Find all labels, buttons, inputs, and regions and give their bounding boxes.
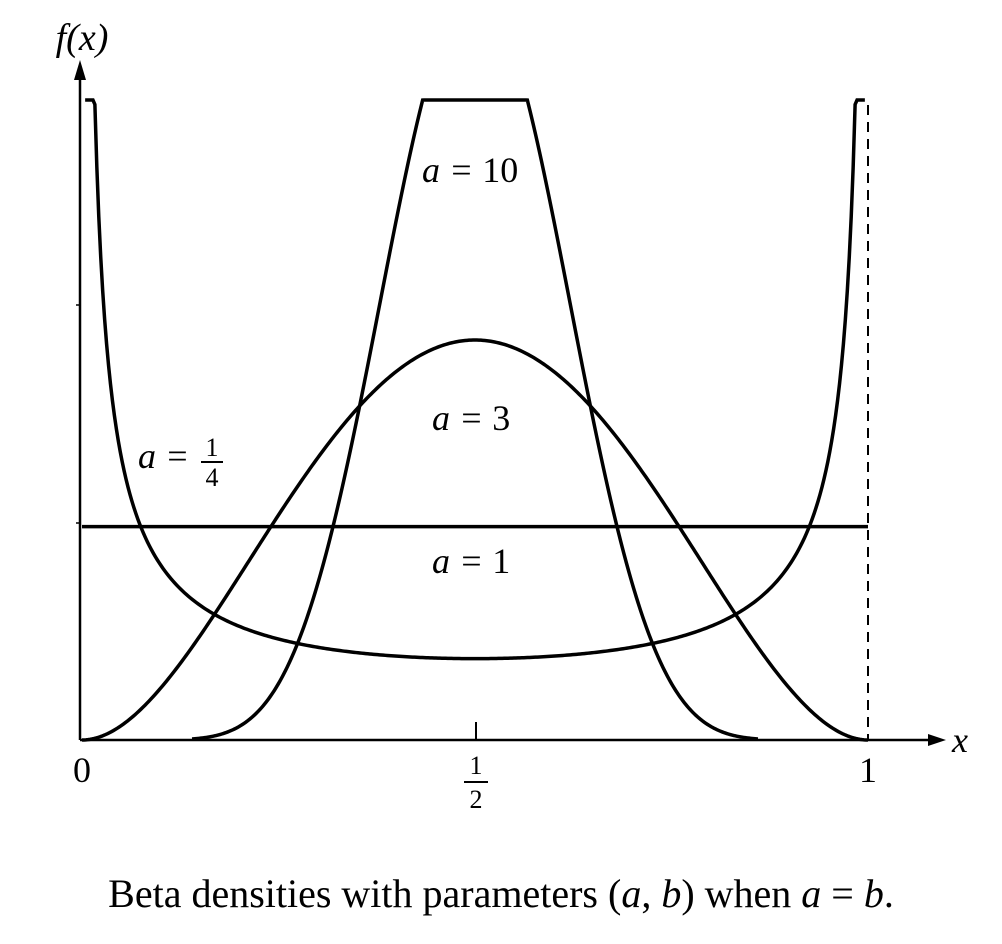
caption-var-a: a <box>621 871 642 916</box>
caption-eq-a: a <box>801 871 822 916</box>
series-label-a-quarter-numerator: 1 <box>206 433 219 462</box>
y-axis-label: f(x) <box>56 17 109 59</box>
caption-eq-b: b <box>863 871 884 916</box>
caption-var-b: b <box>661 871 682 916</box>
series-label-a10-prefix: a = <box>422 150 482 190</box>
x-tick-label-half-denominator: 2 <box>470 785 483 814</box>
figure-caption: Beta densities with parameters (a, b) wh… <box>0 870 1002 917</box>
y-axis-arrow-icon <box>74 60 86 80</box>
x-axis-label: x <box>951 720 968 760</box>
series-line-a3 <box>81 338 869 742</box>
series-label-a1-prefix: a = <box>432 541 492 581</box>
series-label-a10: a = 10 <box>422 150 518 190</box>
series-line-a10 <box>191 98 759 741</box>
x-tick-label-half: 1 2 <box>464 751 488 814</box>
series-label-a-quarter-denominator: 4 <box>206 463 219 492</box>
series-label-a1-value: 1 <box>492 541 510 581</box>
series-label-a3: a = 3 <box>432 398 510 438</box>
caption-period: . <box>883 871 894 916</box>
x-tick-label-0: 0 <box>73 750 91 790</box>
x-tick-label-half-numerator: 1 <box>470 751 483 780</box>
caption-prefix: Beta densities with parameters ( <box>108 871 622 916</box>
series-label-a1: a = 1 <box>432 541 510 581</box>
series-label-a3-value: 3 <box>492 398 510 438</box>
series-label-a10-value: 10 <box>482 150 518 190</box>
caption-eq-sign: = <box>821 871 864 916</box>
series-line-a-quarter <box>85 98 865 661</box>
series-label-a3-prefix: a = <box>432 398 492 438</box>
x-tick-label-1: 1 <box>859 750 877 790</box>
x-axis-arrow-icon <box>928 734 946 746</box>
caption-middle: ) when <box>681 871 802 916</box>
caption-comma: , <box>641 871 662 916</box>
series-label-a-quarter: a = 1 4 <box>138 433 223 492</box>
series-label-a-quarter-prefix: a = <box>138 436 189 476</box>
